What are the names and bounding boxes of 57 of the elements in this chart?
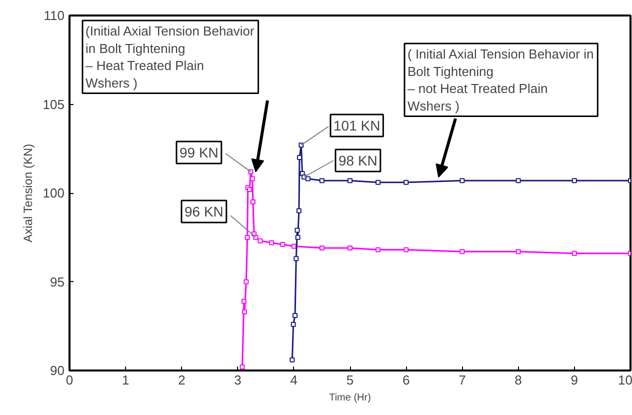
point [292, 312, 298, 318]
point [290, 357, 295, 362]
y-axis-title: Axial Tension (KN) [20, 144, 35, 242]
point [376, 180, 381, 185]
point [241, 298, 246, 304]
point [296, 208, 302, 214]
x-tick-label: 9 [570, 372, 578, 388]
point [268, 240, 274, 246]
point [319, 246, 324, 251]
x-tick-label: 4 [290, 372, 298, 388]
x-tick-label: 7 [458, 372, 466, 388]
x-tick-label: 5 [346, 372, 354, 388]
point [305, 176, 310, 182]
x-tick-label: 6 [402, 372, 410, 388]
y-tick-label: 90 [50, 363, 65, 378]
point [250, 176, 255, 182]
point [280, 242, 286, 247]
point [250, 199, 256, 204]
annotation: (Initial Axial Tension Behavior in Bolt Tightening – Heat Treated Plain Wshers ) [86, 24, 256, 90]
point [291, 244, 296, 249]
x-tick-label: 10 [618, 372, 632, 388]
x-tick-label: 8 [514, 372, 522, 388]
point [294, 256, 299, 262]
x-tick-label: 1 [122, 372, 130, 388]
x-tick-label: 0 [66, 372, 74, 388]
point [572, 250, 577, 256]
point [290, 322, 296, 327]
x-tick-label: 2 [178, 372, 186, 388]
point [242, 309, 248, 314]
point [516, 249, 521, 254]
point [294, 228, 300, 233]
point [244, 234, 250, 240]
point [348, 246, 352, 251]
point [404, 247, 409, 252]
x-tick-label: 3 [234, 372, 242, 388]
annotation: ( Initial Axial Tension Behavior in Bolt Tightening – not Heat Treated Plain Wshers ) [408, 46, 594, 114]
point [244, 279, 249, 284]
point [295, 234, 300, 240]
point [240, 364, 245, 370]
point [319, 178, 324, 184]
point [258, 238, 263, 244]
point [460, 249, 465, 254]
point [348, 178, 352, 184]
annotation: 99 KN [180, 144, 218, 160]
point [376, 247, 381, 252]
point [404, 180, 409, 185]
point [516, 178, 521, 184]
y-tick-label: 95 [50, 274, 65, 290]
point [460, 178, 465, 184]
annotation: 101 KN [334, 118, 380, 134]
point [572, 178, 577, 184]
y-tick-label: 110 [44, 8, 65, 23]
x-axis-title: Time (Hr) [329, 392, 371, 404]
y-tick-label: 100 [42, 186, 65, 200]
annotation: 96 KN [184, 204, 224, 220]
annotation: 98 KN [338, 152, 378, 168]
y-tick-label: 105 [42, 96, 65, 112]
